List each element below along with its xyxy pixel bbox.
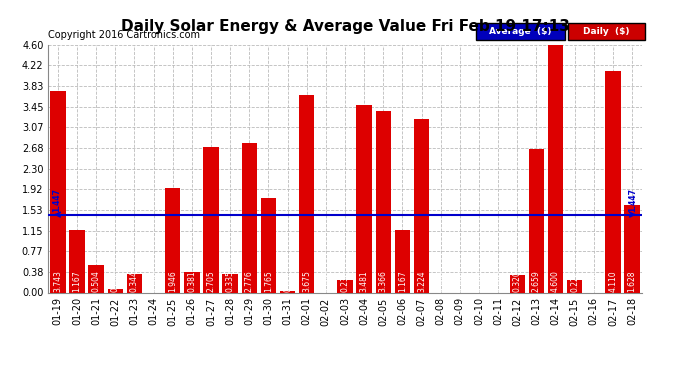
Text: 0.335: 0.335	[226, 270, 235, 292]
Bar	[567, 280, 582, 292]
Text: 0.000: 0.000	[149, 270, 158, 292]
Bar	[70, 230, 85, 292]
Text: 3.743: 3.743	[53, 270, 62, 292]
Bar	[108, 290, 123, 292]
Bar	[222, 274, 238, 292]
FancyBboxPatch shape	[475, 23, 564, 40]
Text: 0.000: 0.000	[322, 270, 331, 292]
Text: 3.675: 3.675	[302, 270, 311, 292]
Bar	[548, 45, 563, 292]
Text: 0.057: 0.057	[111, 270, 120, 292]
Bar	[529, 149, 544, 292]
FancyBboxPatch shape	[568, 23, 644, 40]
Text: 4.600: 4.600	[551, 270, 560, 292]
Text: 0.381: 0.381	[188, 270, 197, 292]
Text: Daily  ($): Daily ($)	[583, 27, 629, 36]
Text: 0.238: 0.238	[340, 270, 350, 292]
Bar	[357, 105, 372, 292]
Text: 1.167: 1.167	[398, 270, 407, 292]
Text: 0.021: 0.021	[283, 270, 292, 292]
Text: 1.946: 1.946	[168, 270, 177, 292]
Bar	[127, 274, 142, 292]
Bar	[184, 272, 199, 292]
Bar	[280, 291, 295, 292]
Text: 0.227: 0.227	[570, 270, 579, 292]
Bar	[337, 280, 353, 292]
Bar	[299, 95, 315, 292]
Bar	[165, 188, 180, 292]
Text: 0.344: 0.344	[130, 270, 139, 292]
Bar	[50, 91, 66, 292]
Text: 4.110: 4.110	[609, 270, 618, 292]
Text: 3.366: 3.366	[379, 270, 388, 292]
Text: 1.628: 1.628	[628, 270, 637, 292]
Bar	[414, 119, 429, 292]
Text: 0.000: 0.000	[436, 270, 445, 292]
Text: Average  ($): Average ($)	[489, 27, 551, 36]
Text: 0.000: 0.000	[493, 270, 502, 292]
Text: 1.765: 1.765	[264, 270, 273, 292]
Bar	[88, 266, 104, 292]
Text: 0.000: 0.000	[589, 270, 598, 292]
Bar	[624, 205, 640, 292]
Text: 1.447: 1.447	[52, 189, 61, 213]
Text: 0.504: 0.504	[92, 270, 101, 292]
Bar	[395, 230, 410, 292]
Text: 0.320: 0.320	[513, 270, 522, 292]
Bar	[510, 275, 525, 292]
Text: Daily Solar Energy & Average Value Fri Feb 19 17:13: Daily Solar Energy & Average Value Fri F…	[121, 19, 569, 34]
Text: 3.481: 3.481	[359, 270, 368, 292]
Bar	[605, 71, 620, 292]
Text: 0.000: 0.000	[455, 270, 464, 292]
Text: Copyright 2016 Cartronics.com: Copyright 2016 Cartronics.com	[48, 30, 200, 40]
Bar	[375, 111, 391, 292]
Text: 2.776: 2.776	[245, 270, 254, 292]
Text: 0.000: 0.000	[475, 270, 484, 292]
Bar	[261, 198, 276, 292]
Bar	[204, 147, 219, 292]
Text: 1.167: 1.167	[72, 270, 81, 292]
Text: 2.705: 2.705	[206, 270, 215, 292]
Text: 3.224: 3.224	[417, 270, 426, 292]
Text: 2.659: 2.659	[532, 270, 541, 292]
Text: 1.447: 1.447	[629, 189, 638, 213]
Bar	[241, 143, 257, 292]
